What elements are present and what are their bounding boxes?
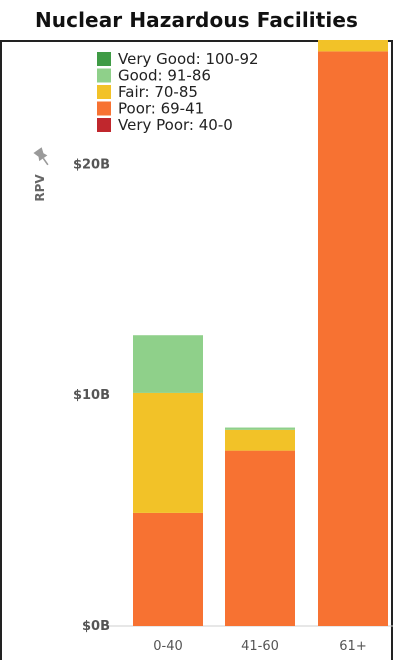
chart-frame: RPV $0B $10B $20B 0-40 41-60 61+ Very Good: … [0, 5, 393, 665]
pin-icon [33, 147, 49, 166]
legend-label: Fair: 70-85 [118, 83, 198, 101]
legend-swatch [97, 118, 111, 132]
bars-group [133, 5, 388, 626]
bar-41-60-poor [225, 450, 295, 626]
bar-0-40-fair [133, 392, 203, 513]
y-axis-label: RPV [33, 174, 47, 202]
chart-title: Nuclear Hazardous Facilities [34, 8, 359, 32]
bar-0-40-good [133, 335, 203, 393]
y-tick-label: $20B [73, 157, 110, 172]
x-tick-label: 61+ [339, 639, 366, 654]
legend-swatch [97, 52, 111, 66]
x-tick-label: 41-60 [241, 639, 279, 654]
bar-41-60-good [225, 427, 295, 430]
bar-61+-poor [318, 51, 388, 626]
legend-swatch [97, 101, 111, 116]
bar-chart: RPV $0B $10B $20B 0-40 41-60 61+ Very Good: … [0, 5, 393, 665]
x-tick-label: 0-40 [153, 639, 183, 654]
y-tick-label: $10B [73, 388, 110, 403]
legend-label: Very Poor: 40-0 [118, 116, 233, 134]
legend-label: Good: 91-86 [118, 67, 211, 85]
chart-border [0, 40, 393, 665]
y-ticks-group: $0B $10B $20B [73, 157, 110, 634]
bar-41-60-fair [225, 429, 295, 451]
legend-label: Very Good: 100-92 [118, 50, 259, 68]
bar-0-40-poor [133, 512, 203, 626]
legend-swatch [97, 85, 111, 99]
y-tick-label: $0B [82, 619, 110, 634]
legend-label: Poor: 69-41 [118, 100, 204, 118]
bar-61+-fair [318, 7, 388, 52]
x-ticks-group: 0-40 41-60 61+ [153, 639, 366, 654]
legend-swatch [97, 68, 111, 83]
